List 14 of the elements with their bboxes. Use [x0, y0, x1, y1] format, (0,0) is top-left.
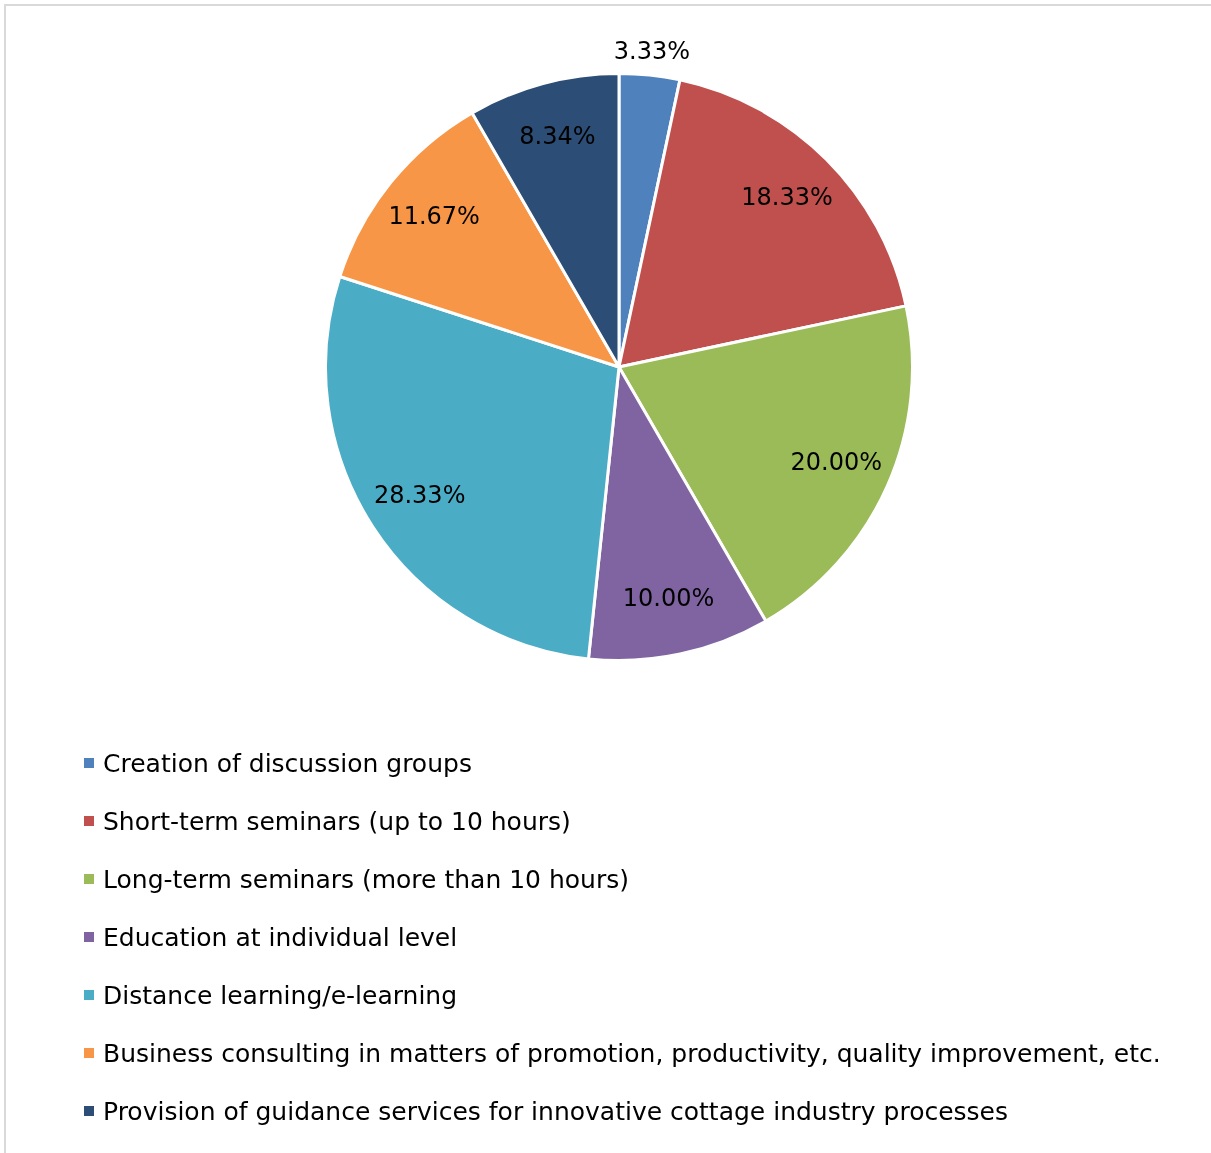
legend-label: Distance learning/e-learning	[103, 980, 458, 1010]
data-label: 11.67%	[388, 201, 480, 230]
legend-label: Long-term seminars (more than 10 hours)	[103, 864, 629, 894]
data-label: 20.00%	[790, 447, 882, 476]
data-label: 28.33%	[373, 480, 466, 509]
legend-label: Creation of discussion groups	[103, 748, 472, 778]
legend-label: Provision of guidance services for innovative cottage industry processes	[103, 1096, 1009, 1126]
data-label: 3.33%	[613, 37, 691, 66]
data-label: 8.34%	[519, 121, 596, 150]
data-label: 18.33%	[741, 183, 833, 212]
legend-label: Education at individual level	[103, 922, 458, 952]
data-label: 10.00%	[622, 583, 715, 612]
legend-label: Short-term seminars (up to 10 hours)	[103, 806, 571, 836]
legend-label: Business consulting in matters of promotion, productivity, quality improvement, etc.	[103, 1038, 1161, 1068]
